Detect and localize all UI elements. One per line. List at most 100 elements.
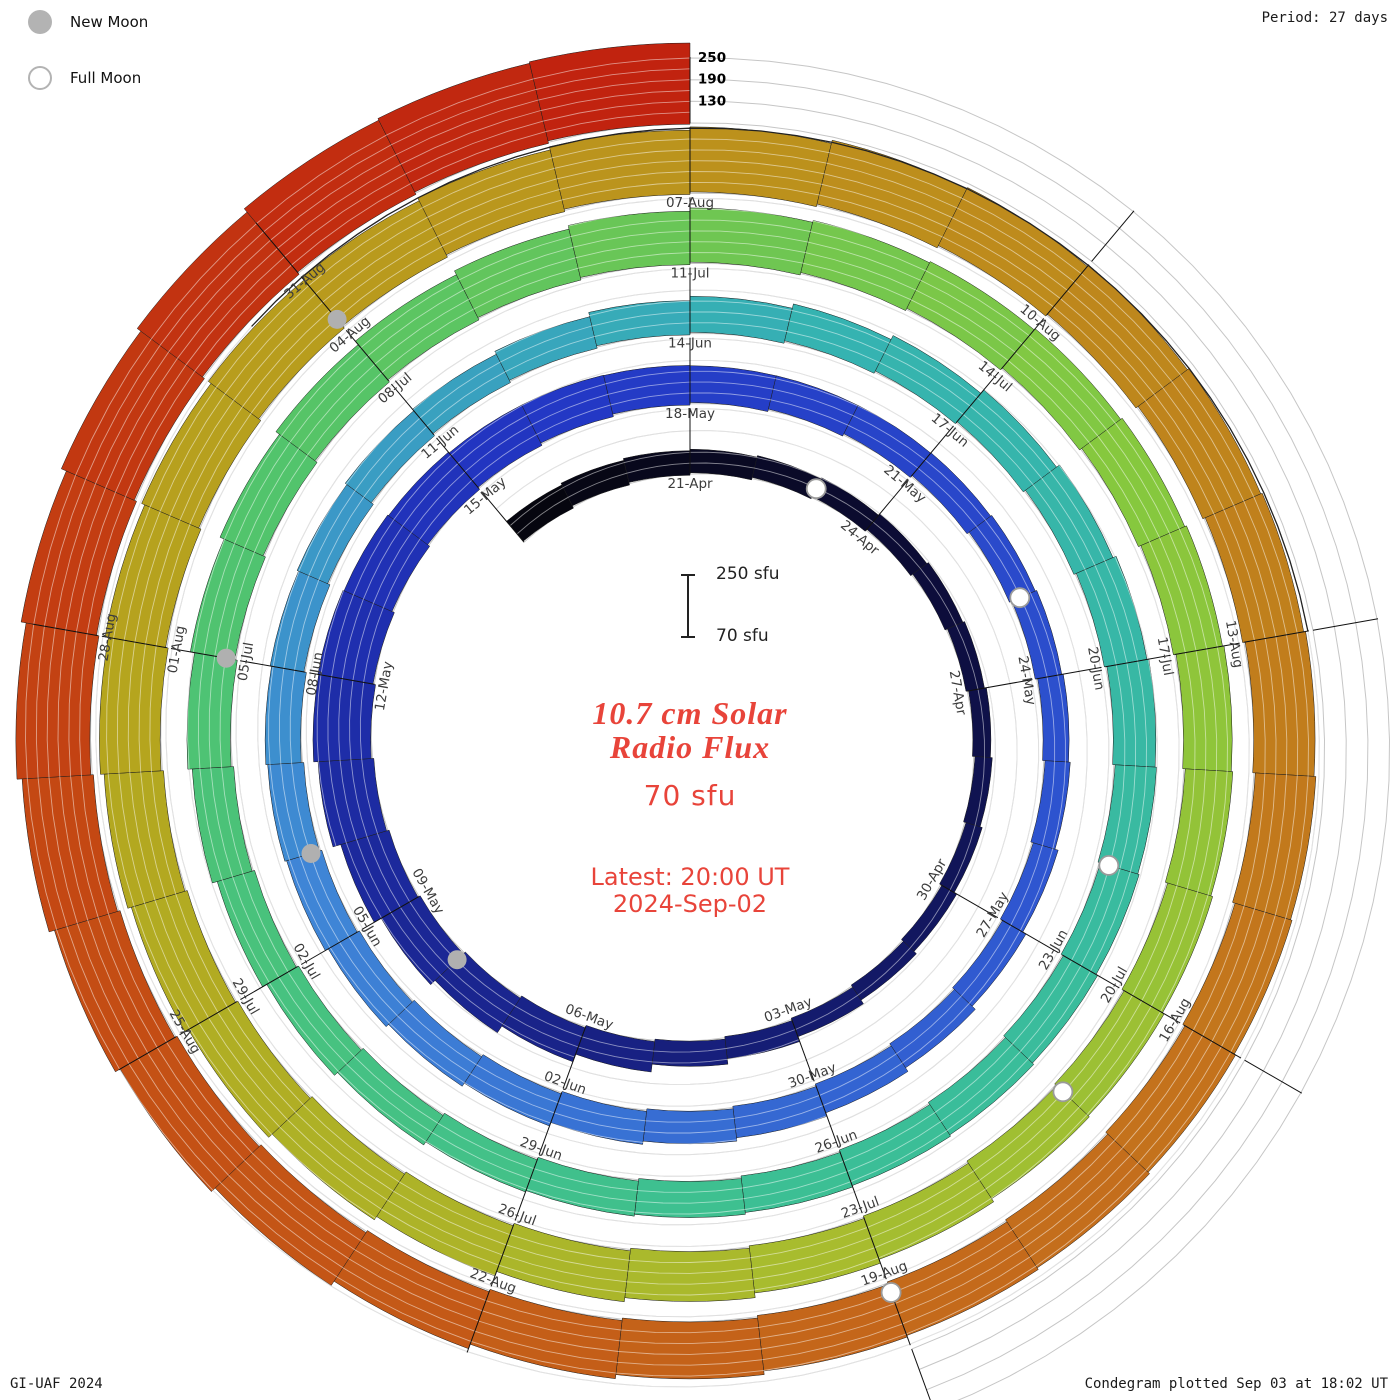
flux-segment [1204, 492, 1304, 643]
date-tick [910, 425, 954, 477]
legend-full-moon: Full Moon [28, 64, 148, 92]
date-label: 17-Jul [1154, 636, 1177, 677]
date-tick [481, 491, 525, 543]
date-tick [955, 371, 1000, 424]
flux-segment [494, 316, 598, 381]
new-moon-marker [216, 648, 236, 668]
flux-segment [15, 622, 100, 780]
chart-title-block: 10.7 cm Solar Radio Flux 70 sfu Latest: … [390, 695, 990, 919]
chart-title-line2: Radio Flux [609, 728, 771, 765]
date-tick [391, 383, 435, 436]
date-label: 14-Jun [668, 336, 712, 352]
date-tick [1001, 318, 1045, 370]
date-tick [1244, 1059, 1303, 1094]
flux-segment [732, 1086, 828, 1139]
date-tick [911, 1348, 931, 1400]
flux-segment [550, 1091, 647, 1145]
flux-segment [850, 940, 917, 1001]
date-tick [562, 1026, 587, 1089]
date-tick [791, 1019, 815, 1082]
flux-segment [21, 774, 118, 933]
flux-segment [528, 42, 691, 142]
date-label: 05-Jul [235, 641, 258, 682]
full-moon-marker [1098, 855, 1120, 876]
scale-top-label: 250 sfu [716, 564, 780, 584]
flux-segment [575, 1025, 655, 1073]
date-tick [101, 635, 167, 649]
flux-segment [768, 375, 859, 437]
date-tick [967, 679, 1033, 692]
date-label: 07-Aug [666, 195, 714, 211]
date-tick [490, 1224, 515, 1287]
date-tick [815, 1085, 839, 1148]
date-tick [240, 660, 306, 673]
new-moon-marker [327, 309, 347, 329]
radial-axis-label: 190 [698, 72, 726, 88]
flux-segment [496, 1222, 631, 1303]
flux-segment [912, 562, 964, 631]
date-label: 21-Apr [667, 476, 713, 492]
full-moon-marker [880, 1282, 902, 1303]
legend-new-moon: New Moon [28, 8, 148, 36]
date-tick [1105, 654, 1171, 668]
flux-segment [740, 1152, 854, 1213]
radial-axis-label: 130 [698, 93, 726, 109]
date-label: 08-Jun [303, 651, 326, 697]
flux-segment [642, 1108, 738, 1145]
new-moon-marker [301, 844, 321, 863]
date-tick [345, 329, 390, 382]
new-moon-marker [447, 950, 467, 970]
flux-segment [463, 1054, 562, 1127]
date-tick [1122, 989, 1181, 1024]
date-tick [865, 479, 909, 531]
date-tick [514, 1158, 539, 1221]
moon-legend: New Moon Full Moon [28, 8, 148, 120]
full-moon-icon [28, 66, 52, 90]
flux-segment [724, 1020, 801, 1059]
chart-title-line1: 10.7 cm Solar [592, 695, 788, 731]
date-tick [1046, 264, 1090, 316]
radial-axis-label: 250 [698, 50, 726, 66]
date-tick [118, 1036, 177, 1071]
flux-segment [1003, 955, 1099, 1064]
flux-segment [525, 1156, 639, 1217]
current-flux-value: 70 sfu [643, 778, 737, 812]
credit-label: GI-UAF 2024 [10, 1376, 103, 1392]
latest-date-label: 2024-Sep-02 [612, 890, 768, 919]
date-label: 18-May [665, 406, 715, 422]
latest-time-label: Latest: 20:00 UT [590, 862, 790, 891]
date-label: 11-Jul [670, 265, 709, 281]
date-label: 20-Jun [1084, 645, 1107, 691]
flux-segment [999, 842, 1059, 933]
date-tick [1001, 919, 1059, 954]
flux-segment [634, 1178, 746, 1218]
date-tick [436, 437, 480, 489]
plotted-timestamp: Condegram plotted Sep 03 at 18:02 UT [1084, 1376, 1388, 1392]
scale-bottom-label: 70 sfu [716, 626, 769, 646]
date-tick [1061, 954, 1120, 989]
new-moon-label: New Moon [70, 13, 149, 31]
flux-segment [343, 514, 431, 612]
date-tick [940, 884, 999, 919]
flux-segment [1244, 631, 1316, 777]
new-moon-icon [28, 10, 52, 34]
flux-segment [191, 766, 253, 884]
date-tick [179, 1001, 237, 1036]
full-moon-marker [1009, 587, 1031, 609]
date-tick [466, 1290, 491, 1353]
date-tick [240, 966, 298, 1001]
date-tick [255, 222, 299, 274]
flux-segment [317, 589, 395, 685]
outer-boundary-arc [251, 127, 1309, 632]
flux-segment [1106, 658, 1157, 768]
flux-segment [312, 674, 376, 763]
date-tick [839, 1151, 863, 1214]
date-tick [1183, 1024, 1242, 1059]
date-label: 27-Apr [946, 669, 970, 717]
flux-segment [615, 1317, 765, 1380]
date-tick [1312, 618, 1379, 631]
date-tick [538, 1092, 563, 1155]
date-tick [32, 623, 98, 637]
